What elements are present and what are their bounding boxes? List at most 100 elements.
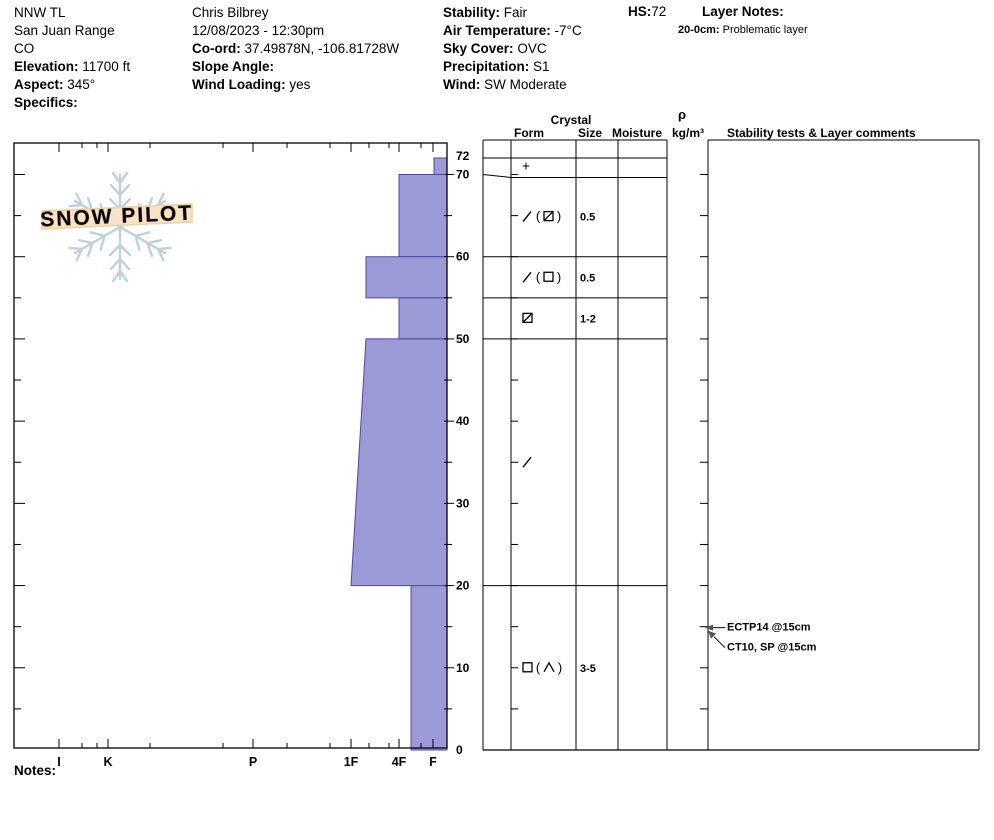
observer-line: Chris Bilbrey (192, 4, 399, 22)
header-site-block: NNW TL San Juan Range CO Elevation: 11700 f… (14, 4, 130, 112)
info-label: Aspect: (14, 77, 64, 92)
layer-size-value: 0.5 (580, 272, 595, 284)
info-value: S1 (533, 59, 550, 74)
hardness-label: K (103, 755, 112, 769)
info-label: Wind Loading: (192, 77, 286, 92)
column-header-rho-unit: kg/m³ (672, 126, 704, 140)
grain-slash-icon (522, 456, 532, 468)
hardness-label: 4F (392, 755, 407, 769)
observer-line: Co-ord: 37.49878N, -106.81728W (192, 40, 399, 58)
grain-facet-rounding-icon (522, 312, 533, 324)
layer-notes-line: 20-0cm: Problematic layer (678, 24, 808, 36)
layer-notes-title: Layer Notes: (702, 4, 784, 19)
layer-form-cell (522, 312, 533, 324)
paren: ) (557, 269, 561, 284)
grain-slash-icon (522, 211, 532, 223)
layer-size-value: 3-5 (580, 663, 596, 675)
info-label: Co-ord: (192, 41, 241, 56)
layer-bar (433, 157, 448, 175)
layer-note-text: Problematic layer (722, 24, 808, 36)
observer-line: Slope Angle: (192, 58, 399, 76)
info-value: Fair (503, 5, 528, 20)
grain-plus-icon: + (522, 157, 530, 173)
hardness-label: F (429, 755, 437, 769)
grain-slash-icon (522, 271, 532, 283)
notes-label: Notes: (14, 763, 57, 778)
header-hs: HS:72 (628, 4, 666, 19)
hs-value: 72 (651, 4, 667, 19)
column-header-size: Size (578, 126, 602, 140)
info-label: Specifics: (14, 95, 78, 110)
test-label: ECTP14 @15cm (727, 622, 811, 634)
layer-form-cell (522, 271, 554, 283)
layer-size-value: 1-2 (580, 313, 596, 325)
info-label: Wind: (443, 77, 481, 92)
info-value: 37.49878N, -106.81728W (244, 41, 400, 56)
info-value: NNW TL (14, 5, 66, 20)
info-label: Air Temperature: (443, 23, 551, 38)
header-conditions-block: Stability: Fair Air Temperature: -7°C Sky … (443, 4, 582, 94)
info-value: SW Moderate (484, 77, 567, 92)
info-value: OVC (517, 41, 547, 56)
column-header-crystal: Crystal (551, 113, 592, 127)
info-value: -7°C (554, 23, 582, 38)
chart-frame (13, 142, 448, 749)
line (522, 312, 533, 323)
depth-label: 10 (456, 661, 470, 675)
conditions-line: Precipitation: S1 (443, 58, 582, 76)
layer-bar (350, 338, 448, 587)
depth-label: 50 (456, 332, 470, 346)
layer-form-cell (522, 661, 555, 673)
info-value: Chris Bilbrey (192, 5, 269, 20)
site-line: San Juan Range (14, 22, 130, 40)
paren: ( (536, 660, 541, 675)
snowflake-arm (68, 225, 122, 262)
conditions-line: Air Temperature: -7°C (443, 22, 582, 40)
site-line: Elevation: 11700 ft (14, 58, 130, 76)
info-label: Sky Cover: (443, 41, 514, 56)
layer-leader-line (482, 173, 512, 178)
paren: ) (557, 209, 561, 224)
watermark: SNOW PILOT (39, 171, 194, 283)
site-line: Aspect: 345° (14, 76, 130, 94)
info-label: Elevation: (14, 59, 79, 74)
layer-form-cell (522, 456, 532, 468)
depth-label: 0 (456, 743, 463, 757)
depth-label: 70 (456, 167, 470, 181)
column-header-form: Form (514, 126, 544, 140)
info-value: 12/08/2023 - 12:30pm (192, 23, 325, 38)
info-label: Slope Angle: (192, 59, 275, 74)
arrowhead-icon (705, 624, 713, 631)
site-line: CO (14, 40, 130, 58)
observer-line: Wind Loading: yes (192, 76, 399, 94)
layer-bar (398, 297, 448, 340)
snowflake-arm (108, 225, 132, 283)
info-value: 345° (67, 77, 96, 92)
grain-depth-hoar-icon (543, 661, 555, 673)
grain-facet-rounding-icon (543, 210, 554, 222)
paren: ( (536, 269, 541, 284)
layer-note-range: 20-0cm: (678, 24, 720, 36)
watermark-text: SNOW PILOT (40, 202, 194, 232)
site-line: Specifics: (14, 94, 130, 112)
depth-label: 72 (456, 149, 470, 163)
arrowhead-icon (708, 630, 716, 639)
column-header-moisture: Moisture (612, 126, 662, 140)
column-header-comments: Stability tests & Layer comments (727, 126, 916, 140)
layer-bar (410, 585, 448, 751)
paren: ( (536, 209, 541, 224)
conditions-line: Stability: Fair (443, 4, 582, 22)
info-value: CO (14, 41, 35, 56)
paren: ) (558, 660, 562, 675)
info-value: yes (289, 77, 311, 92)
conditions-line: Sky Cover: OVC (443, 40, 582, 58)
stability-tests (705, 624, 726, 649)
column-header-rho: ρ (678, 107, 686, 122)
depth-label: 30 (456, 496, 470, 510)
hardness-label: I (57, 755, 60, 769)
depth-label: 20 (456, 579, 470, 593)
layer-size-value: 0.5 (580, 212, 595, 224)
header-observer-block: Chris Bilbrey 12/08/2023 - 12:30pm Co-ord:… (192, 4, 399, 94)
